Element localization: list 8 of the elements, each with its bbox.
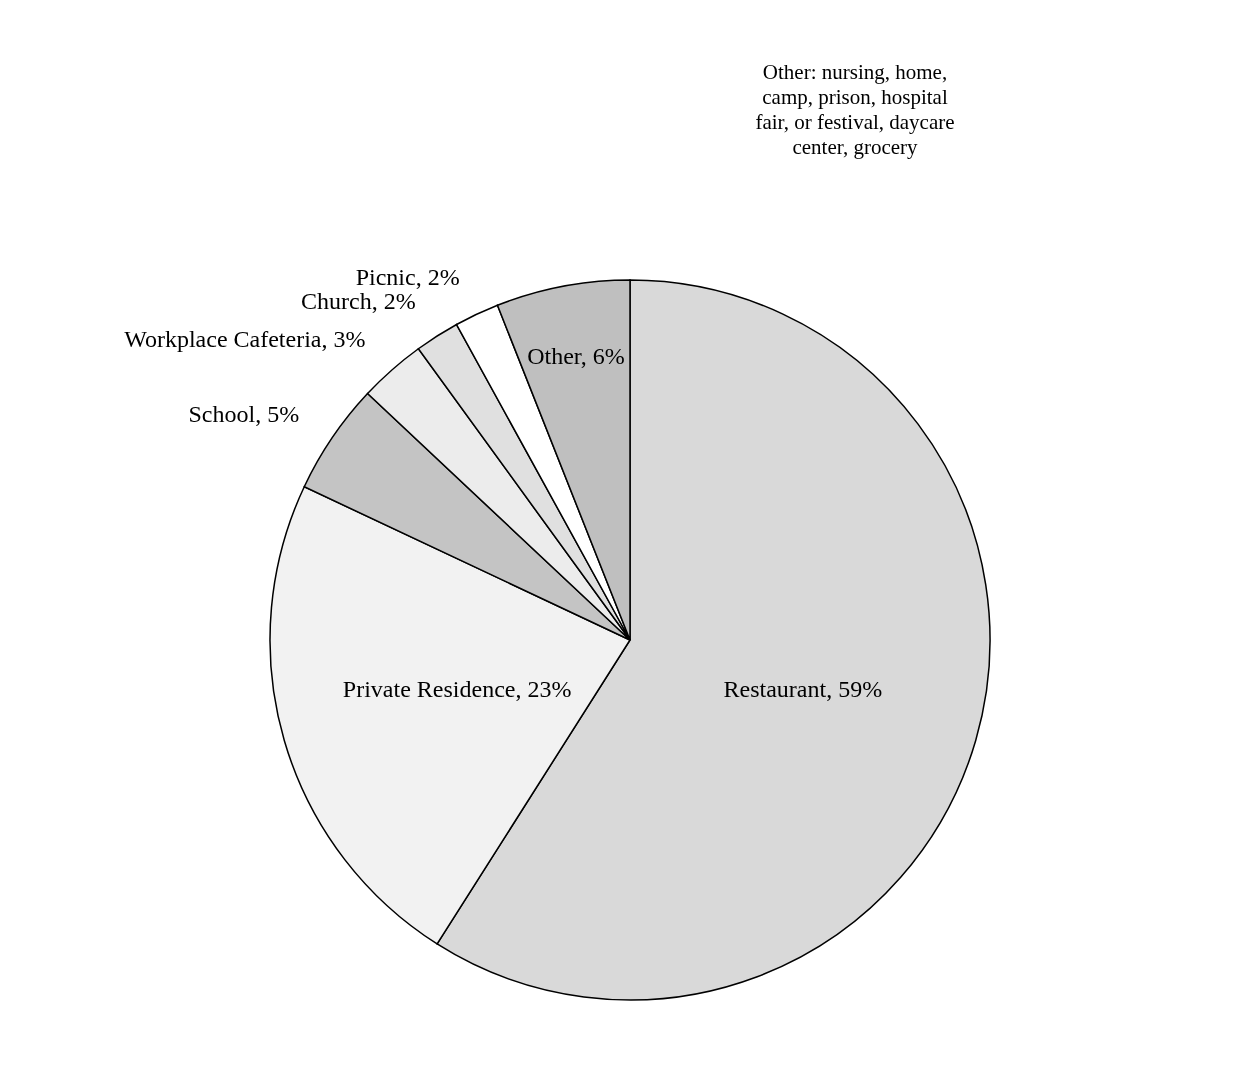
slice-label: School, 5% <box>188 401 300 428</box>
text: Other: nursing, home, camp, prison, hospital fair, or festival, daycare center, grocery <box>755 60 955 159</box>
slice-label: Restaurant, 59% <box>723 676 883 703</box>
slice-label: Church, 2% <box>301 288 416 315</box>
slice-label: Picnic, 2% <box>355 264 460 291</box>
slice-label: Other, 6% <box>527 343 625 370</box>
slice-label: Private Residence, 23% <box>342 676 572 703</box>
slice-label: Workplace Cafeteria, 3% <box>124 325 366 352</box>
